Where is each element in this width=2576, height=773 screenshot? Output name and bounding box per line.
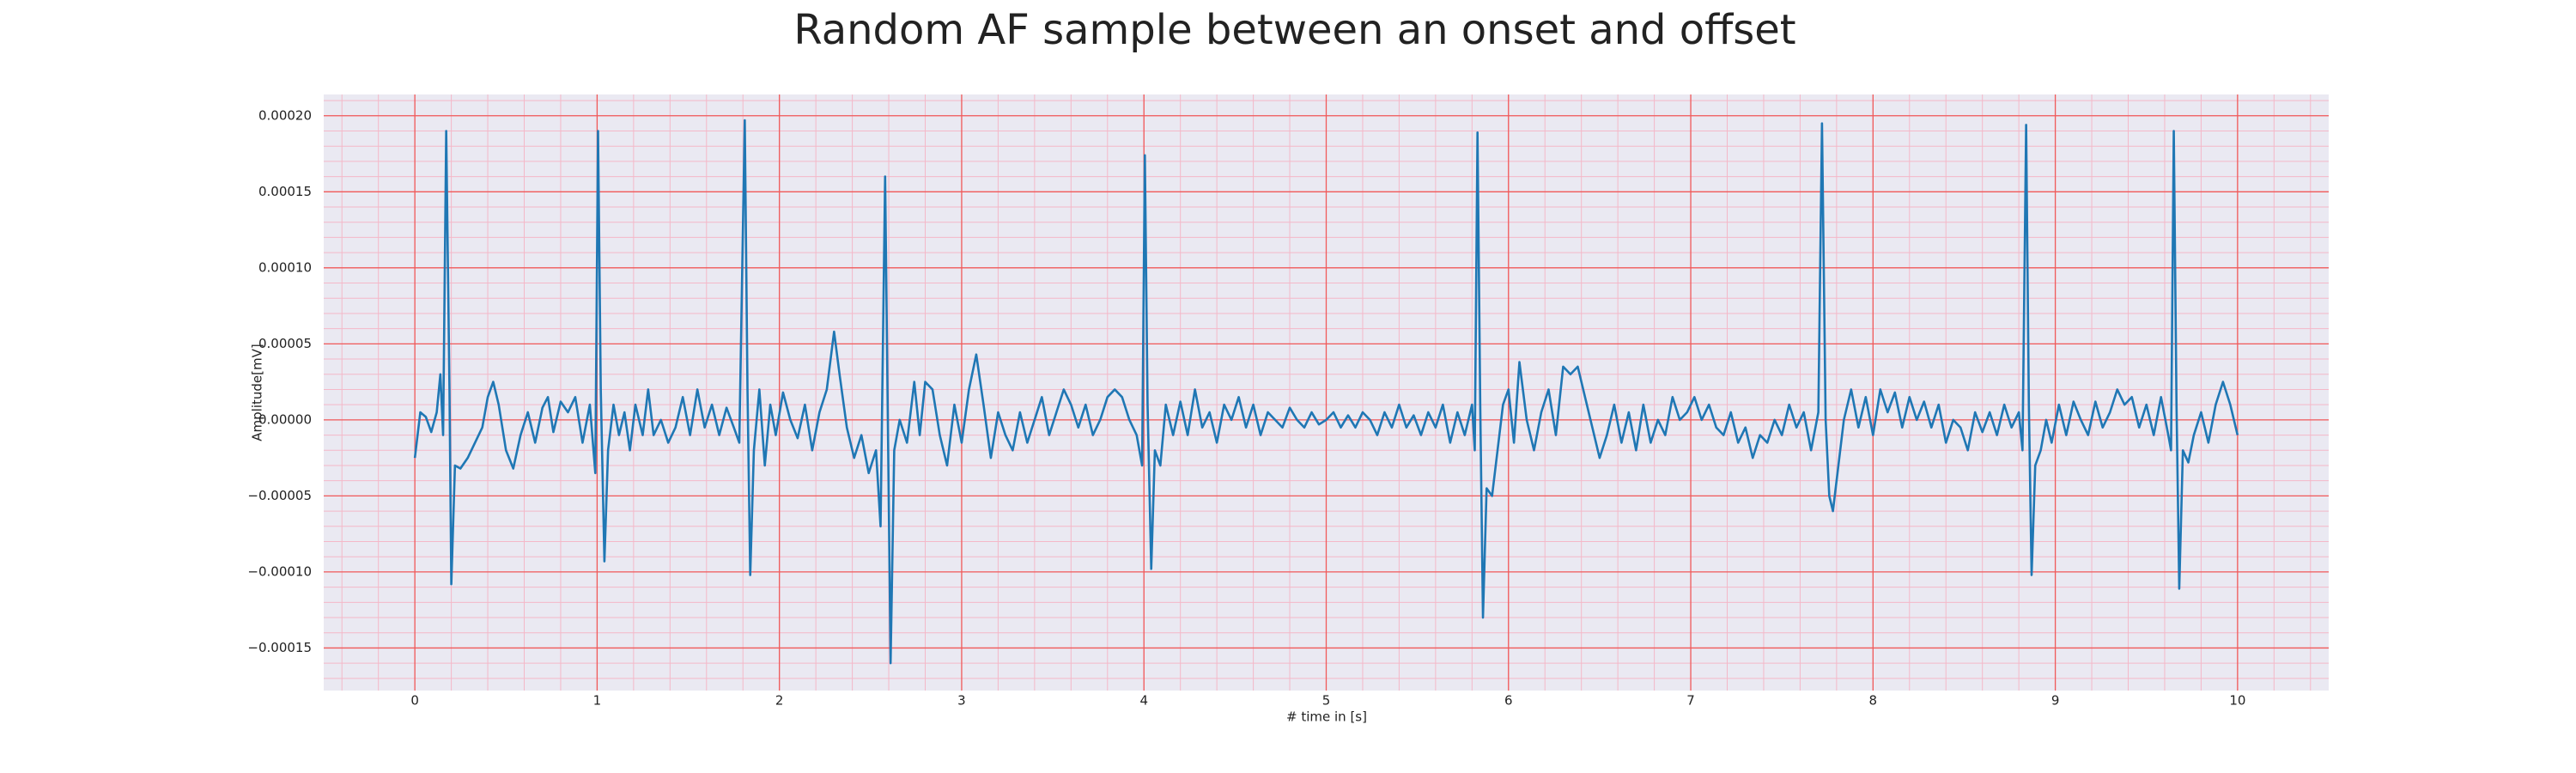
x-tick-label: 3	[957, 693, 966, 709]
ecg-line	[413, 119, 2239, 665]
x-tick-label: 4	[1139, 693, 1148, 709]
x-tick-label: 5	[1322, 693, 1331, 709]
x-tick-label: 0	[410, 693, 419, 709]
y-tick-label: 0.00020	[258, 107, 312, 123]
x-axis-label: # time in [s]	[1286, 709, 1367, 725]
y-tick-label: 0.00000	[258, 411, 312, 427]
x-tick-label: 10	[2229, 693, 2245, 709]
y-tick-label: 0.00015	[258, 184, 312, 199]
x-tick-label: 1	[593, 693, 602, 709]
x-tick-label: 9	[2051, 693, 2060, 709]
y-tick-label: 0.00005	[258, 336, 312, 351]
y-tick-label: 0.00010	[258, 259, 312, 275]
chart-title: Random AF sample between an onset and of…	[793, 6, 1795, 54]
x-tick-label: 8	[1869, 693, 1878, 709]
y-tick-label: −0.00015	[247, 640, 312, 655]
y-tick-label: −0.00005	[247, 488, 312, 503]
x-tick-label: 6	[1504, 693, 1513, 709]
x-tick-label: 2	[775, 693, 784, 709]
y-axis-label: Amplitude[mV]	[250, 344, 265, 441]
y-tick-label: −0.00010	[247, 563, 312, 579]
x-tick-label: 7	[1686, 693, 1695, 709]
